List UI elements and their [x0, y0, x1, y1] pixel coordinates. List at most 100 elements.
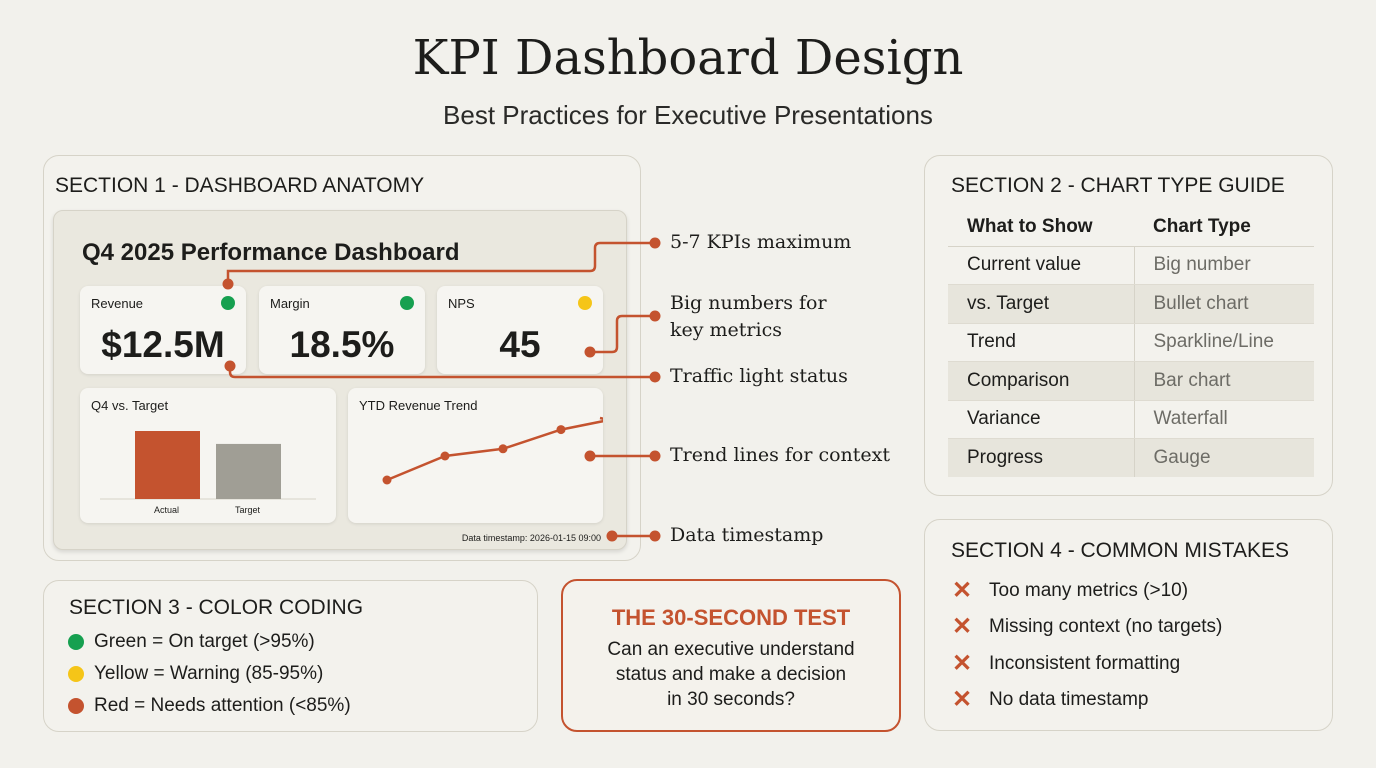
connector-dot	[649, 371, 661, 383]
table-row: Progress Gauge	[948, 438, 1314, 477]
connector-dot	[606, 530, 618, 542]
bar-chart-card: Q4 vs. Target Actual Target	[80, 388, 336, 523]
connector-dot	[584, 450, 596, 462]
kpi-value: 45	[499, 324, 541, 365]
cell: Current value	[948, 246, 1134, 285]
mistake-item: ✕ No data timestamp	[952, 685, 1148, 714]
status-dot-icon	[578, 296, 592, 310]
callout-kpis-max: 5-7 KPIs maximum	[670, 231, 852, 253]
mistake-label: No data timestamp	[989, 688, 1149, 710]
cell: Waterfall	[1133, 400, 1314, 439]
connector-dot	[649, 450, 661, 462]
cell: Comparison	[948, 361, 1134, 401]
legend-green: Green = On target (>95%)	[68, 631, 315, 653]
callout-big-numbers-2: key metrics	[670, 319, 782, 341]
column-header: What to Show	[948, 208, 1134, 247]
connector-dot	[222, 278, 234, 290]
status-dot-icon	[221, 296, 235, 310]
cell: Trend	[948, 323, 1134, 362]
test-line: Can an executive understand	[607, 639, 855, 660]
mistake-item: ✕ Inconsistent formatting	[952, 649, 1180, 678]
kpi-card-margin: Margin 18.5%	[259, 286, 425, 374]
table-row: Variance Waterfall	[948, 400, 1314, 439]
kpi-value: $12.5M	[101, 324, 225, 365]
table-row: Current value Big number	[948, 246, 1314, 285]
cell: Gauge	[1133, 438, 1314, 477]
red-dot-icon	[68, 698, 84, 714]
section-4-title: SECTION 4 - COMMON MISTAKES	[951, 539, 1289, 562]
test-title: THE 30-SECOND TEST	[611, 605, 851, 630]
callout-trend-lines: Trend lines for context	[670, 444, 891, 466]
trend-chart	[382, 416, 603, 485]
mistake-item: ✕ Too many metrics (>10)	[952, 576, 1188, 605]
legend-label: Green = On target (>95%)	[94, 631, 315, 652]
page-subtitle: Best Practices for Executive Presentatio…	[443, 100, 933, 130]
trend-point	[498, 444, 508, 454]
trend-chart-card: YTD Revenue Trend	[348, 388, 603, 523]
mistake-label: Too many metrics (>10)	[989, 579, 1189, 601]
section-2-title: SECTION 2 - CHART TYPE GUIDE	[951, 174, 1285, 197]
table-row: Trend Sparkline/Line	[948, 323, 1314, 362]
page-title: KPI Dashboard Design	[412, 30, 964, 86]
test-line: in 30 seconds?	[667, 689, 795, 710]
cell: Big number	[1133, 246, 1314, 285]
callout-traffic-light: Traffic light status	[670, 365, 848, 387]
mistake-label: Inconsistent formatting	[989, 652, 1181, 674]
kpi-card-revenue: Revenue $12.5M	[80, 286, 246, 374]
kpi-label: Revenue	[91, 296, 144, 311]
connector-dot	[649, 310, 661, 322]
trend-chart-title: YTD Revenue Trend	[359, 398, 478, 413]
callout-big-numbers: Big numbers for	[670, 292, 827, 314]
cell: Bar chart	[1133, 361, 1314, 401]
connector-line	[228, 366, 655, 379]
status-dot-icon	[400, 296, 414, 310]
kpi-label: NPS	[448, 296, 475, 311]
mistake-item: ✕ Missing context (no targets)	[952, 612, 1222, 641]
trend-point	[556, 425, 566, 435]
kpi-label: Margin	[270, 296, 310, 311]
bar-chart-title: Q4 vs. Target	[91, 398, 169, 413]
section-1-title: SECTION 1 - DASHBOARD ANATOMY	[55, 174, 425, 197]
trend-point	[382, 475, 392, 485]
kpi-value: 18.5%	[289, 324, 395, 365]
connector-dot	[649, 237, 661, 249]
x-icon: ✕	[952, 577, 973, 604]
table-header: What to Show Chart Type	[948, 208, 1314, 247]
bar-actual	[135, 431, 200, 499]
data-timestamp: Data timestamp: 2026-01-15 09:00	[461, 533, 601, 543]
green-dot-icon	[68, 634, 84, 650]
bar-label-target: Target	[235, 505, 261, 515]
dashboard-mockup: Q4 2025 Performance Dashboard Revenue $1…	[53, 210, 627, 550]
bar-chart	[100, 431, 316, 500]
cell: Progress	[948, 438, 1134, 477]
chart-type-table: What to Show Chart Type Current value Big …	[948, 208, 1314, 477]
cell: Sparkline/Line	[1133, 323, 1314, 362]
x-icon: ✕	[952, 686, 973, 713]
legend-label: Yellow = Warning (85-95%)	[94, 663, 324, 684]
legend-red: Red = Needs attention (<85%)	[68, 695, 351, 717]
test-line: status and make a decision	[615, 664, 847, 685]
section-common-mistakes	[924, 519, 1333, 731]
connector-line	[590, 314, 655, 354]
thirty-second-test-box: THE 30-SECOND TEST Can an executive unde…	[561, 579, 901, 732]
connector-dot	[649, 530, 661, 542]
table-row: vs. Target Bullet chart	[948, 284, 1314, 324]
section-3-title: SECTION 3 - COLOR CODING	[69, 596, 364, 619]
kpi-card-nps: NPS 45	[437, 286, 603, 374]
bar-label-actual: Actual	[154, 505, 180, 515]
connector-line	[226, 241, 655, 284]
trend-point	[440, 451, 450, 461]
cell: Bullet chart	[1133, 284, 1314, 324]
mistake-label: Missing context (no targets)	[989, 615, 1223, 637]
callout-data-timestamp: Data timestamp	[670, 524, 824, 546]
column-header: Chart Type	[1134, 208, 1314, 247]
dashboard-title: Q4 2025 Performance Dashboard	[82, 239, 460, 266]
bar-target	[216, 443, 281, 499]
legend-yellow: Yellow = Warning (85-95%)	[68, 663, 323, 685]
legend-label: Red = Needs attention (<85%)	[94, 695, 351, 716]
section-color-coding	[43, 580, 538, 732]
cell: vs. Target	[948, 284, 1134, 324]
x-icon: ✕	[952, 650, 973, 677]
cell: Variance	[948, 400, 1134, 439]
